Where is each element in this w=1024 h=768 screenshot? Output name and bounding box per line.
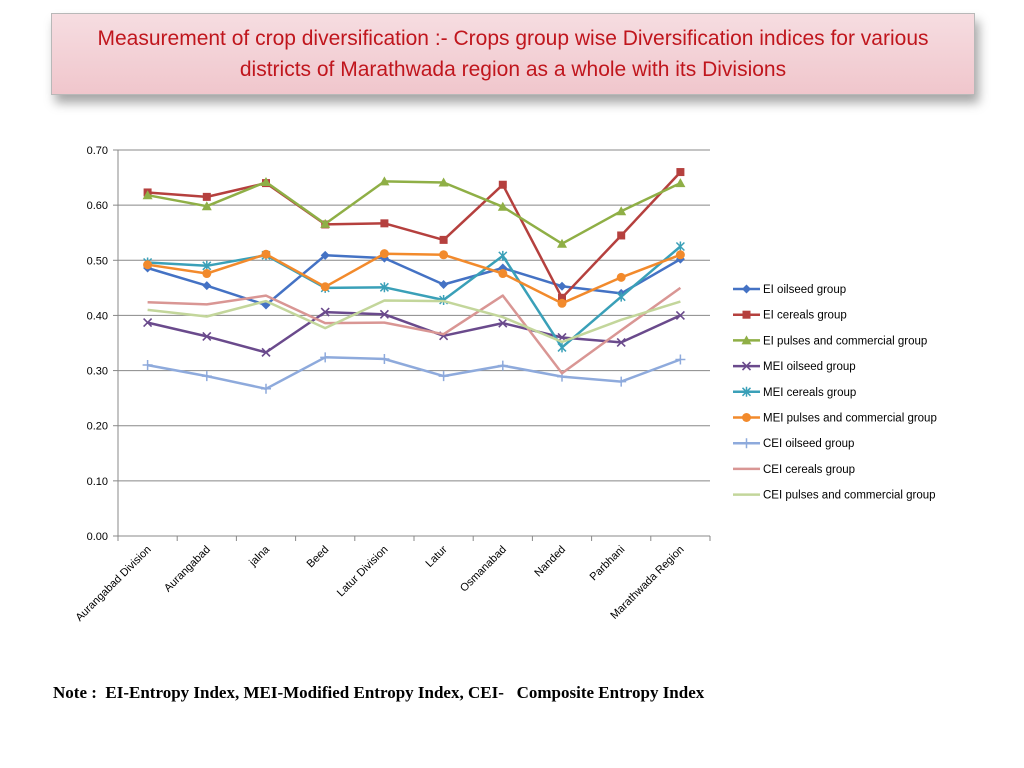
legend-label: EI cereals group xyxy=(763,310,847,322)
x-tick-label: jalna xyxy=(246,543,272,569)
data-point xyxy=(202,269,212,279)
legend-label: MEI cereals group xyxy=(763,387,856,399)
data-point xyxy=(379,249,389,259)
data-point xyxy=(142,190,153,200)
data-point xyxy=(379,282,389,293)
data-point xyxy=(143,260,153,270)
data-point xyxy=(320,218,331,228)
data-point xyxy=(616,291,626,302)
data-point xyxy=(439,280,449,290)
y-tick-label: 0.10 xyxy=(87,476,108,488)
data-point xyxy=(675,178,686,188)
data-point xyxy=(616,337,626,348)
data-point xyxy=(439,250,449,260)
series-line xyxy=(147,180,681,245)
data-point xyxy=(142,360,153,371)
legend-marker xyxy=(741,335,752,345)
title-banner: Measurement of crop diversification :- C… xyxy=(51,13,975,95)
legend-label: EI pulses and commercial group xyxy=(763,335,927,347)
data-point xyxy=(616,272,626,282)
data-point xyxy=(558,293,566,302)
series-line xyxy=(147,356,681,391)
data-point xyxy=(201,201,212,211)
x-tick-label: Osmanabad xyxy=(458,544,509,595)
data-point xyxy=(261,176,271,186)
data-point xyxy=(498,250,508,261)
data-point xyxy=(616,376,627,387)
chart-title: Measurement of crop diversification :- C… xyxy=(97,27,929,81)
data-point xyxy=(675,241,685,252)
data-point xyxy=(675,310,685,320)
data-point xyxy=(320,250,330,260)
legend-marker xyxy=(742,413,751,422)
data-point xyxy=(201,371,212,382)
legend-label: CEI pulses and commercial group xyxy=(763,490,936,502)
data-point xyxy=(497,360,508,371)
legend-marker xyxy=(742,310,751,319)
y-tick-label: 0.30 xyxy=(87,366,108,378)
data-point xyxy=(438,371,449,382)
data-point xyxy=(498,180,507,189)
y-tick-label: 0.00 xyxy=(87,531,108,543)
data-point xyxy=(379,309,389,319)
data-point xyxy=(617,231,626,240)
data-point xyxy=(557,342,567,353)
legend-label: CEI cereals group xyxy=(763,464,855,476)
series-line xyxy=(147,286,682,375)
data-point xyxy=(202,192,211,201)
data-point xyxy=(439,235,448,244)
x-tick-label: Parbhani xyxy=(588,544,628,584)
data-point xyxy=(675,354,686,365)
legend-marker xyxy=(741,386,752,397)
x-tick-label: Beed xyxy=(305,544,332,571)
data-point xyxy=(676,168,685,177)
data-point xyxy=(320,352,331,363)
data-point xyxy=(379,353,390,364)
x-tick-label: Aurangabad Division xyxy=(73,544,153,624)
series-line xyxy=(147,252,681,305)
legend-marker xyxy=(742,284,751,294)
footnote: Note : EI-Entropy Index, MEI-Modified En… xyxy=(53,683,705,702)
data-point xyxy=(261,383,271,394)
y-tick-label: 0.40 xyxy=(87,310,108,322)
x-tick-label: Nanded xyxy=(532,544,568,580)
data-point xyxy=(557,281,567,291)
legend-marker xyxy=(741,361,752,371)
data-point xyxy=(261,249,271,259)
data-point xyxy=(497,201,508,211)
data-point xyxy=(202,281,212,291)
data-point xyxy=(320,282,330,292)
legend-label: CEI oilseed group xyxy=(763,438,854,450)
data-point xyxy=(320,307,330,317)
y-tick-label: 0.60 xyxy=(87,200,108,212)
data-point xyxy=(498,269,508,279)
series-line xyxy=(147,245,682,349)
legend-marker xyxy=(741,438,752,449)
data-point xyxy=(616,206,627,216)
legend-label: EI oilseed group xyxy=(763,284,846,296)
x-tick-label: Latur Division xyxy=(335,544,391,600)
legend-label: MEI oilseed group xyxy=(763,361,856,373)
x-tick-label: Aurangabad xyxy=(162,544,213,595)
data-point xyxy=(379,176,390,186)
legend-label: MEI pulses and commercial group xyxy=(763,413,937,425)
series-line xyxy=(147,299,681,344)
data-point xyxy=(557,298,567,308)
x-tick-label: Latur xyxy=(424,543,450,569)
y-tick-label: 0.70 xyxy=(87,145,108,157)
data-point xyxy=(557,238,567,248)
data-point xyxy=(261,347,271,357)
data-point xyxy=(498,318,508,328)
y-tick-label: 0.20 xyxy=(87,421,108,433)
data-point xyxy=(143,318,153,328)
data-point xyxy=(675,250,685,260)
y-tick-label: 0.50 xyxy=(87,255,108,267)
series-line xyxy=(147,171,682,300)
data-point xyxy=(202,331,212,341)
series-line xyxy=(147,310,681,354)
data-point xyxy=(438,177,449,187)
data-point xyxy=(380,219,389,228)
